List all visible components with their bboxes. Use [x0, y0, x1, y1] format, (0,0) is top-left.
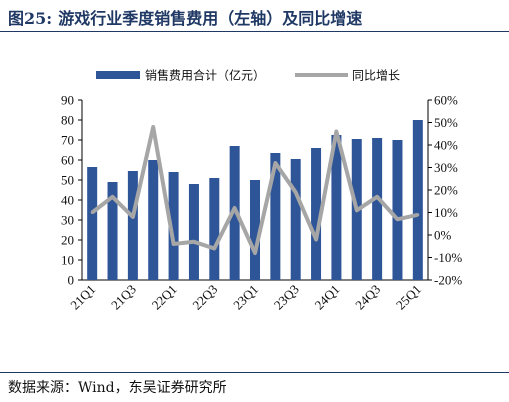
left-tick-label: 40	[61, 193, 74, 208]
right-tick-label: 0%	[434, 228, 452, 243]
bar	[188, 184, 199, 280]
bar	[250, 180, 260, 280]
right-tick-label: 40%	[434, 138, 458, 153]
left-tick-label: 70	[61, 133, 74, 148]
growth-point	[131, 215, 135, 219]
growth-point	[416, 213, 420, 217]
growth-point	[355, 208, 359, 212]
growth-point	[90, 211, 94, 214]
x-axis-tick-labels: 21Q1 21Q3 22Q1 22Q3 23Q1 23Q3 24Q1 24Q3 25Q1	[67, 282, 424, 313]
bar	[87, 167, 98, 280]
bar	[412, 120, 423, 280]
growth-point	[314, 238, 318, 241]
figure-title: 图25: 游戏行业季度销售费用（左轴）及同比增速	[8, 5, 362, 29]
x-tick-label: 22Q1	[149, 282, 180, 313]
growth-point	[253, 251, 257, 255]
right-axis-tick-labels: -20% -10% 0% 10% 20% 30% 40% 50% 60%	[434, 93, 462, 288]
growth-point	[172, 242, 176, 246]
bar	[331, 135, 342, 280]
right-tick-label: -10%	[434, 250, 462, 265]
left-tick-label: 20	[61, 233, 74, 248]
chart: 销售费用合计（亿元） 同比增长 21Q1 21Q3 22Q1 22Q3 23Q1 23Q3…	[61, 68, 462, 313]
bar	[270, 153, 281, 280]
right-tick-label: -20%	[434, 273, 462, 288]
top-divider	[0, 31, 509, 32]
right-tick-label: 10%	[434, 205, 458, 220]
growth-line	[90, 125, 420, 255]
left-tick-label: 30	[61, 213, 74, 228]
growth-point	[375, 195, 379, 199]
growth-point	[233, 206, 237, 210]
left-axis-tick-labels: 0 10 20 30 40 50 60 70 80 90	[61, 93, 74, 288]
bar	[209, 178, 220, 280]
growth-point	[151, 125, 155, 129]
growth-point	[395, 217, 399, 221]
left-tick-label: 60	[61, 153, 74, 168]
left-tick-label: 10	[61, 253, 74, 268]
right-tick-label: 50%	[434, 115, 458, 130]
figure-label: 图25:	[8, 9, 53, 28]
right-tick-label: 30%	[434, 160, 458, 175]
bar	[372, 138, 383, 280]
growth-point	[212, 247, 216, 250]
bar	[229, 146, 240, 280]
left-tick-label: 90	[61, 93, 74, 108]
x-tick-label: 24Q3	[352, 282, 383, 313]
legend: 销售费用合计（亿元） 同比增长	[96, 68, 400, 83]
title-bar: 图25: 游戏行业季度销售费用（左轴）及同比增速	[0, 0, 509, 30]
growth-point	[294, 190, 298, 194]
bar	[107, 182, 118, 280]
right-tick-label: 60%	[434, 93, 458, 108]
bar	[148, 160, 159, 280]
growth-point	[111, 195, 115, 199]
bar	[311, 148, 322, 280]
source-note: 数据来源：Wind，东吴证券研究所	[8, 380, 227, 396]
x-tick-label: 23Q3	[271, 282, 302, 313]
left-tick-label: 80	[61, 113, 74, 128]
legend-bar-label: 销售费用合计（亿元）	[145, 68, 265, 83]
bar	[392, 140, 403, 280]
bar	[290, 159, 301, 280]
x-tick-label: 21Q3	[108, 282, 139, 313]
bar	[168, 172, 179, 280]
legend-bar-swatch	[96, 71, 140, 79]
x-tick-label: 22Q3	[189, 282, 220, 313]
growth-point	[273, 161, 277, 165]
chart-title: 游戏行业季度销售费用（左轴）及同比增速	[58, 9, 363, 28]
x-tick-label: 25Q1	[393, 282, 424, 313]
x-tick-label: 23Q1	[230, 282, 261, 313]
left-tick-label: 0	[68, 273, 75, 288]
right-tick-label: 20%	[434, 183, 458, 198]
bar	[127, 171, 138, 280]
growth-point	[334, 130, 338, 133]
bars	[87, 120, 423, 280]
x-tick-label: 24Q1	[311, 282, 342, 313]
bottom-divider	[0, 372, 509, 373]
legend-line-label: 同比增长	[352, 69, 400, 83]
left-tick-label: 50	[61, 173, 74, 188]
growth-point	[192, 240, 196, 244]
